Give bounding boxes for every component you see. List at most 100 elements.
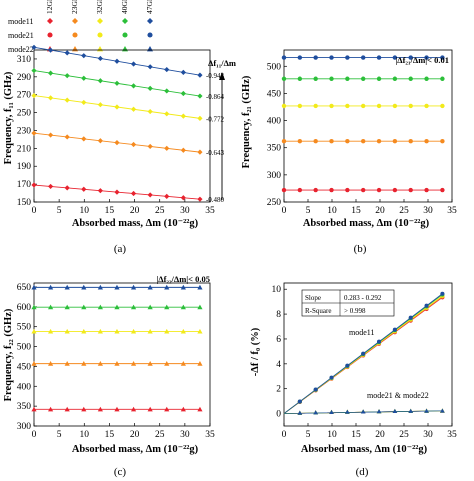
panel-c-ytick-label: 300 bbox=[17, 422, 32, 432]
panel-c-point bbox=[130, 284, 137, 290]
panel-b-ytick-label: 500 bbox=[267, 62, 282, 72]
panel-a-xlabel: Absorbed mass, Δm (10⁻²²g) bbox=[72, 218, 199, 229]
panel-a-point bbox=[197, 149, 203, 155]
panel-c-point bbox=[64, 361, 70, 366]
panel-d-ytick-label: 4 bbox=[276, 360, 281, 370]
panel-a-point bbox=[97, 138, 103, 144]
panel-b-point bbox=[297, 55, 303, 60]
panel-c-xtick-label: 20 bbox=[130, 430, 140, 440]
panel-b-point bbox=[345, 138, 350, 144]
panel-c-point bbox=[164, 284, 170, 290]
panel-b-point bbox=[313, 55, 318, 60]
panel-d-ytick-label: 0 bbox=[276, 410, 281, 420]
panel-c-ylabel: Frequency, f₂₂ (GHz) bbox=[3, 308, 14, 401]
panel-b-point bbox=[360, 76, 366, 81]
panel-a-point bbox=[31, 182, 37, 188]
panel-a-slope-label: -0.480 bbox=[206, 196, 225, 204]
panel-c-point bbox=[114, 361, 120, 366]
legend-col-32gpa: 32GPa bbox=[95, 0, 104, 14]
panel-a-point bbox=[81, 99, 87, 106]
panel-b-point bbox=[376, 138, 382, 144]
panel-a-point bbox=[97, 55, 103, 62]
panel-a-point bbox=[180, 195, 186, 201]
panel-b-series bbox=[281, 55, 445, 193]
panel-b-point bbox=[281, 187, 287, 193]
panel-b-xtick-label: 35 bbox=[447, 206, 457, 216]
panel-a-point bbox=[47, 132, 54, 138]
panel-c-point bbox=[197, 361, 203, 366]
panel-a-point bbox=[114, 140, 120, 146]
panel-a-arrowhead bbox=[219, 72, 225, 80]
panel-b-xtick-label: 15 bbox=[351, 206, 361, 216]
panel-c-point bbox=[180, 284, 186, 290]
panel-a-point bbox=[31, 67, 37, 74]
panel-c-point bbox=[180, 328, 186, 334]
panel-c-ytick-label: 500 bbox=[17, 343, 32, 353]
panel-b-label: (b) bbox=[354, 243, 367, 255]
panel-a-point bbox=[147, 85, 153, 92]
panel-a-xtick-label: 5 bbox=[57, 206, 62, 216]
panel-b-ytick-label: 450 bbox=[267, 89, 282, 99]
panel-d-mode2x-point bbox=[440, 408, 445, 413]
legend-marker bbox=[97, 46, 103, 52]
panel-a-point bbox=[180, 69, 186, 75]
panel-b-point bbox=[360, 138, 366, 144]
panel-c-point bbox=[164, 406, 170, 412]
panel-a-point bbox=[47, 47, 54, 53]
panel-b-point bbox=[392, 187, 398, 193]
panel-a-xtick-label: 30 bbox=[180, 206, 190, 216]
panel-a-point bbox=[114, 104, 120, 110]
panel-a-point bbox=[64, 97, 70, 103]
panel-a-ytick-label: 250 bbox=[17, 109, 32, 119]
panel-c-ytick-label: 450 bbox=[17, 362, 32, 372]
panel-d-xlabel: Absorbed mass, Δm (10⁻²²g) bbox=[301, 444, 428, 455]
stats-rsq-label: R-Square bbox=[305, 307, 331, 315]
panel-b-point bbox=[440, 138, 445, 144]
panel-c-point bbox=[97, 284, 103, 290]
panel-c-ytick-label: 550 bbox=[17, 323, 32, 333]
legend-col-23gpa: 23GPa bbox=[70, 0, 79, 14]
panel-a-ytick-label: 210 bbox=[17, 144, 32, 154]
panel-b-point bbox=[408, 103, 413, 109]
panel-d-mode2x-point bbox=[424, 408, 429, 413]
panel-c-point bbox=[147, 304, 153, 310]
panel-a-point bbox=[47, 183, 54, 190]
panel-b-point bbox=[297, 76, 303, 81]
panel-c-point bbox=[114, 304, 120, 310]
panel-a: 0 5 10 15 20 25 30 35 150 170 190 210 230 250 270 290 31… bbox=[3, 44, 236, 255]
panel-c-point bbox=[164, 328, 170, 334]
panel-c-point bbox=[47, 328, 54, 334]
panel-b-point bbox=[329, 187, 334, 193]
legend-marker bbox=[97, 18, 103, 24]
legend-row-mode11: mode11 bbox=[8, 17, 33, 26]
panel-b-point bbox=[329, 76, 334, 81]
panel-c-point bbox=[164, 361, 170, 366]
panel-a-point bbox=[81, 186, 87, 192]
panel-c-point bbox=[197, 284, 203, 290]
legend-row-mode22: mode22 bbox=[8, 45, 34, 54]
legend-marker bbox=[122, 32, 128, 38]
panel-b-point bbox=[440, 187, 445, 193]
panel-d-ytick-label: 2 bbox=[276, 385, 281, 395]
legend-marker bbox=[97, 32, 103, 38]
panel-a-plot-frame bbox=[33, 49, 211, 203]
panel-a-point bbox=[97, 102, 103, 108]
panel-c-point bbox=[180, 361, 186, 366]
panel-b-point bbox=[313, 103, 318, 109]
panel-d-mode2x-point bbox=[329, 409, 334, 415]
panel-a-ytick-label: 290 bbox=[17, 73, 32, 83]
panel-a-slope-label: -0.864 bbox=[206, 93, 225, 101]
panel-d-ticks: 0 5 10 15 20 25 30 35 0 2 4 6 8 10 bbox=[272, 285, 458, 440]
panel-c-point bbox=[31, 361, 37, 366]
panel-c-point bbox=[130, 304, 137, 310]
panel-a-xtick-label: 35 bbox=[205, 206, 215, 216]
panel-c-point bbox=[31, 328, 37, 334]
panel-c-point bbox=[197, 304, 203, 310]
panel-a-point bbox=[180, 113, 186, 119]
panel-b: 0 5 10 15 20 25 30 35 250 300 350 400 450 500 Absorbe… bbox=[241, 49, 457, 255]
panel-b-point bbox=[329, 103, 334, 109]
panel-b-point bbox=[281, 76, 287, 81]
panel-b-point bbox=[360, 187, 366, 193]
panel-c-point bbox=[64, 304, 70, 310]
panel-d-xtick-label: 30 bbox=[423, 430, 433, 440]
